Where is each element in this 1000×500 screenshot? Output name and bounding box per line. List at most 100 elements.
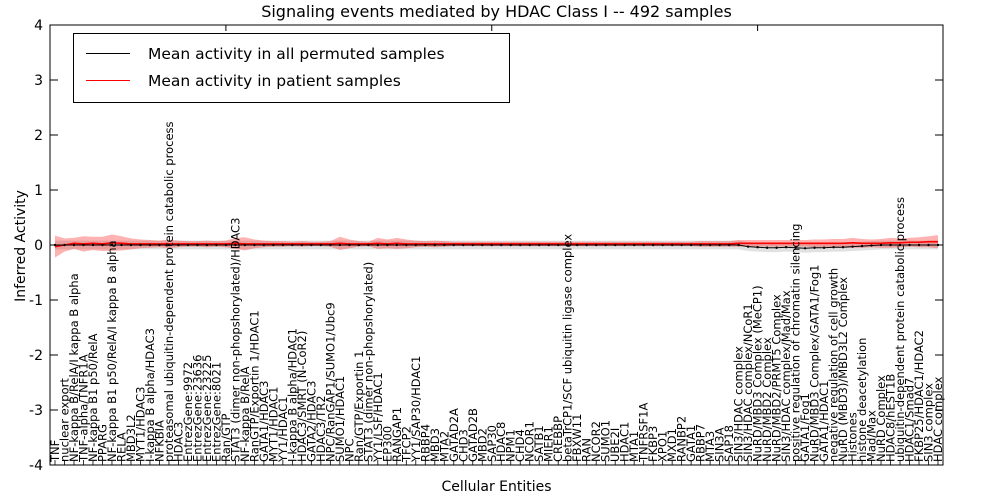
x-tick-label: SUMO1: [599, 420, 613, 462]
permuted-marker-dot: [613, 243, 617, 247]
x-tick-label: TNF-alpha/TNFR1A: [76, 354, 90, 463]
x-tick-label: NPC/RanGAP1/SUMO1/Ubc9: [323, 302, 337, 462]
x-tick-label: MIER1: [542, 426, 556, 462]
patient-mean-line: [54, 240, 938, 248]
x-tick-label: MTA3: [703, 431, 717, 462]
x-tick-label: GATA1/Fog1: [798, 393, 812, 462]
permuted-marker-dot: [120, 243, 123, 247]
x-tick-label: EntrezGene:9972: [181, 362, 195, 462]
permuted-marker-dot: [82, 243, 85, 247]
x-tick-label: NF-kappa B/RelA/I kappa B alpha: [67, 273, 81, 462]
x-tick-label: Ran/GTP/Exportin 1: [352, 351, 366, 462]
x-tick-label: NPM1: [504, 429, 518, 462]
y-tick-label: 3: [34, 73, 43, 89]
x-tick-label: MBD2: [475, 428, 489, 462]
permuted-marker-dot: [737, 243, 740, 247]
permuted-marker-dot: [803, 247, 807, 250]
x-tick-label: CHD4: [513, 429, 527, 462]
x-tick-label: EntrezGene:23636: [190, 355, 204, 462]
x-tick-label: HDAC complex: [931, 376, 945, 462]
x-tick-label: NPC: [342, 438, 356, 462]
x-tick-label: NuRD/MBD2 Complex: [760, 337, 774, 462]
permuted-marker-dot: [860, 244, 864, 248]
x-tick-label: HDAC3: [171, 422, 185, 462]
y-tick-label: 1: [34, 183, 43, 199]
permuted-marker-dot: [661, 243, 664, 247]
permuted-marker-dot: [889, 243, 892, 247]
x-tick-label: NuRD/MBD3 Complex/GATA1/Fog1: [808, 265, 822, 463]
permuted-marker-dot: [129, 243, 133, 247]
permuted-marker-dot: [462, 243, 465, 247]
x-tick-label: negative regulation of cell growth: [827, 268, 841, 462]
x-tick-label: PPARG: [95, 424, 109, 462]
permuted-marker-dot: [443, 243, 446, 247]
permuted-marker-dot: [509, 243, 512, 247]
permuted-marker-dot: [500, 243, 503, 247]
permuted-marker-dot: [775, 246, 778, 249]
permuted-marker-dot: [63, 243, 66, 247]
permuted-marker-dot: [395, 243, 399, 247]
x-tick-label: MYT1/HDAC1: [266, 387, 280, 462]
permuted-marker-dot: [424, 243, 427, 247]
permuted-marker-dot: [832, 246, 835, 249]
permuted-marker-dot: [908, 243, 911, 247]
permuted-marker-dot: [594, 243, 598, 247]
x-tick-label: YY1/LSF/HDAC1: [371, 372, 385, 463]
permuted-marker-dot: [538, 243, 541, 247]
x-tick-label: SAP30: [485, 425, 499, 462]
x-tick-label: histone deacetylation: [855, 338, 869, 462]
x-tick-label: TNF: [48, 440, 62, 463]
legend-item-patient: Mean activity in patient samples: [86, 67, 499, 94]
x-tick-label: FKBP25/HDAC1/HDAC2: [912, 330, 926, 462]
permuted-marker-dot: [291, 243, 294, 247]
x-tick-label: SIN3/HDAC complex: [732, 346, 746, 462]
permuted-marker-dot: [528, 243, 531, 247]
legend-label-permuted: Mean activity in all permuted samples: [148, 44, 445, 63]
y-tick-label: 2: [34, 128, 43, 144]
permuted-marker-dot: [338, 243, 342, 247]
x-tick-label: EntrezGene:23225: [200, 355, 214, 462]
x-tick-label: MBD3: [428, 428, 442, 462]
permuted-marker-dot: [91, 243, 95, 247]
x-tick-label: RELA: [114, 432, 128, 462]
x-tick-label: UBE2I: [608, 428, 622, 462]
permuted-marker-dot: [224, 243, 228, 247]
x-tick-label: STAT3 (dimer non-phopshorylated): [361, 262, 375, 462]
x-tick-label: SIN3A: [713, 427, 727, 462]
y-axis-label: Inferred Activity: [13, 190, 29, 302]
permuted-marker-dot: [452, 243, 455, 247]
permuted-marker-dot: [557, 243, 560, 247]
permuted-marker-dot: [167, 243, 171, 247]
permuted-marker-dot: [367, 243, 370, 247]
x-tick-label: NCOR2: [589, 421, 603, 462]
x-tick-label: STAT3 (dimer non-phopshorylated)/HDAC3: [228, 218, 242, 462]
permuted-marker-dot: [851, 245, 854, 248]
permuted-marker-dot: [253, 243, 256, 247]
permuted-marker-dot: [699, 243, 702, 247]
patient-confidence-band: [55, 234, 938, 258]
permuted-marker-dot: [879, 243, 883, 247]
x-tick-label: HDAC1: [618, 422, 632, 462]
x-tick-label: FKBP3: [646, 426, 660, 462]
permuted-marker-dot: [870, 244, 873, 247]
x-tick-label: HDAC8/hEST1B: [884, 374, 898, 462]
x-tick-label: NCOR1: [523, 421, 537, 462]
permuted-marker-dot: [756, 246, 759, 249]
y-tick-label: -4: [29, 458, 43, 474]
x-tick-label: I-kappa B alpha/HDAC1: [285, 328, 299, 462]
x-tick-label: EP300: [380, 426, 394, 462]
legend-label-patient: Mean activity in patient samples: [148, 71, 401, 90]
permuted-marker-dot: [547, 243, 550, 247]
permuted-marker-dot: [386, 243, 389, 247]
x-tick-label: I-kappa B alpha/HDAC3: [143, 328, 157, 462]
y-tick-label: -1: [29, 293, 43, 309]
x-tick-label: MTA1: [627, 431, 641, 462]
permuted-marker-dot: [471, 243, 474, 247]
permuted-marker-dot: [376, 243, 380, 247]
x-tick-label: CHD3: [456, 429, 470, 462]
permuted-marker-dot: [72, 243, 76, 247]
permuted-marker-dot: [585, 243, 588, 247]
x-tick-label: SATB1: [532, 425, 546, 462]
x-tick-label: RBBP4: [418, 424, 432, 462]
permuted-marker-dot: [765, 246, 769, 249]
